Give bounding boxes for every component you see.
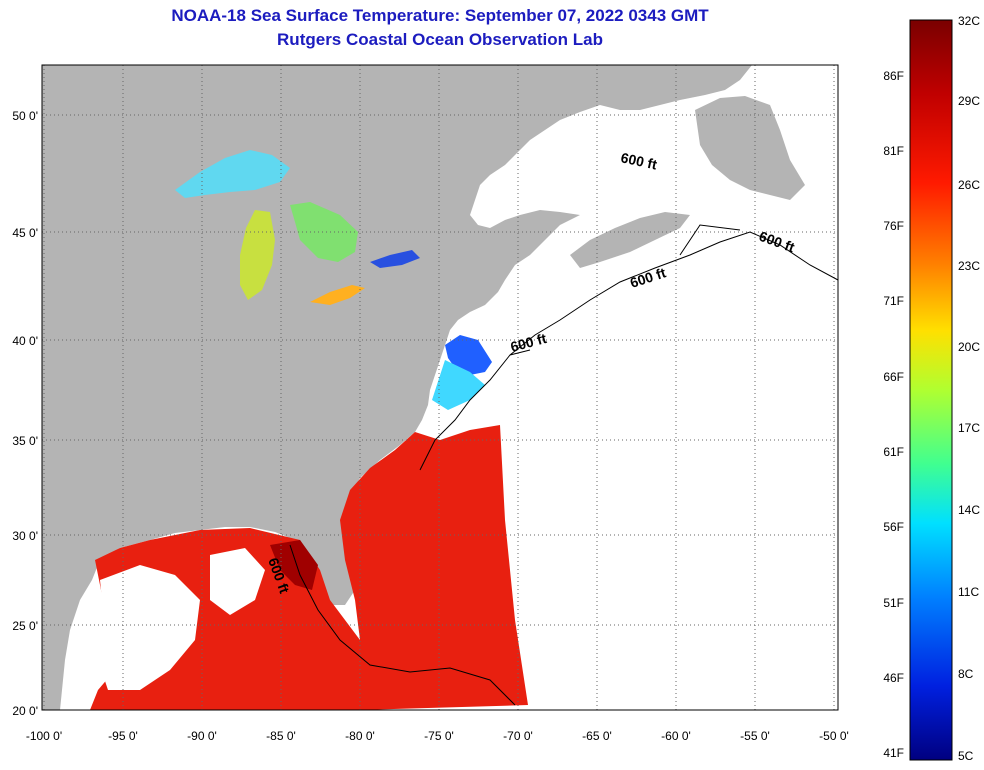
colorbar-celsius-label: 14C <box>958 503 980 517</box>
land-north-america <box>42 65 752 710</box>
colorbar-celsius-label: 11C <box>958 585 979 599</box>
lat-tick-label: 50 0' <box>12 109 38 123</box>
sst-colorbar <box>909 19 953 761</box>
lake-huron <box>290 202 358 262</box>
colorbar-fahrenheit-label: 41F <box>883 746 904 760</box>
cloud-patch-gulf-east <box>210 548 265 615</box>
lon-tick-label: -50 0' <box>819 729 849 743</box>
lat-tick-label: 20 0' <box>12 704 38 718</box>
colorbar-celsius-label: 23C <box>958 259 980 273</box>
lon-tick-label: -95 0' <box>108 729 138 743</box>
lat-tick-label: 30 0' <box>12 529 38 543</box>
colorbar-celsius-label: 5C <box>958 749 974 763</box>
colorbar-fahrenheit-label: 46F <box>883 671 904 685</box>
warm-sst-core <box>270 540 318 590</box>
lake-superior <box>175 150 290 198</box>
longitude-axis: -100 0' -95 0' -90 0' -85 0' -80 0' -75 … <box>26 729 849 743</box>
lon-tick-label: -60 0' <box>661 729 691 743</box>
colorbar-celsius-label: 8C <box>958 667 974 681</box>
lon-tick-label: -55 0' <box>740 729 770 743</box>
colorbar-fahrenheit-label: 56F <box>883 520 904 534</box>
lon-tick-label: -100 0' <box>26 729 62 743</box>
lon-tick-label: -70 0' <box>503 729 533 743</box>
lat-tick-label: 40 0' <box>12 334 38 348</box>
colorbar-fahrenheit-label: 51F <box>883 596 904 610</box>
colorbar-fahrenheit-label: 71F <box>883 294 904 308</box>
lon-tick-label: -75 0' <box>424 729 454 743</box>
latitude-axis: 50 0' 45 0' 40 0' 35 0' 30 0' 25 0' 20 0… <box>12 109 38 718</box>
lat-tick-label: 25 0' <box>12 619 38 633</box>
colorbar-celsius-label: 17C <box>958 421 980 435</box>
land-nova-scotia <box>570 212 690 268</box>
colorbar-celsius-label: 32C <box>958 14 980 28</box>
colorbar-fahrenheit-labels: 86F 81F 76F 71F 66F 61F 56F 51F 46F 41F <box>883 69 904 760</box>
cloud-patch-gulf <box>98 565 200 690</box>
lon-tick-label: -65 0' <box>582 729 612 743</box>
map-subtitle: Rutgers Coastal Ocean Observation Lab <box>277 30 603 49</box>
coastal-cold-water <box>445 335 492 375</box>
warm-sst-atlantic <box>340 425 528 710</box>
map-title: NOAA-18 Sea Surface Temperature: Septemb… <box>171 6 709 25</box>
lon-tick-label: -90 0' <box>187 729 217 743</box>
lake-ontario <box>370 250 420 268</box>
colorbar-fahrenheit-label: 76F <box>883 219 904 233</box>
depth-contour-600ft <box>289 224 839 706</box>
coastal-cool-water <box>432 360 485 410</box>
lat-tick-label: 35 0' <box>12 434 38 448</box>
colorbar-fahrenheit-label: 61F <box>883 445 904 459</box>
colorbar-fahrenheit-label: 66F <box>883 370 904 384</box>
colorbar-celsius-label: 26C <box>958 178 980 192</box>
lake-erie <box>310 285 365 305</box>
lat-tick-label: 45 0' <box>12 226 38 240</box>
colorbar-celsius-label: 29C <box>958 94 980 108</box>
contour-label: 600 ft <box>619 149 658 172</box>
lon-tick-label: -85 0' <box>266 729 296 743</box>
colorbar-celsius-labels: 32C 29C 26C 23C 20C 17C 14C 11C 8C 5C <box>958 14 980 763</box>
colorbar-fahrenheit-label: 81F <box>883 144 904 158</box>
colorbar-celsius-label: 20C <box>958 340 980 354</box>
lon-tick-label: -80 0' <box>345 729 375 743</box>
land-newfoundland <box>695 96 805 200</box>
colorbar-fahrenheit-label: 86F <box>883 69 904 83</box>
map-frame <box>41 64 839 711</box>
